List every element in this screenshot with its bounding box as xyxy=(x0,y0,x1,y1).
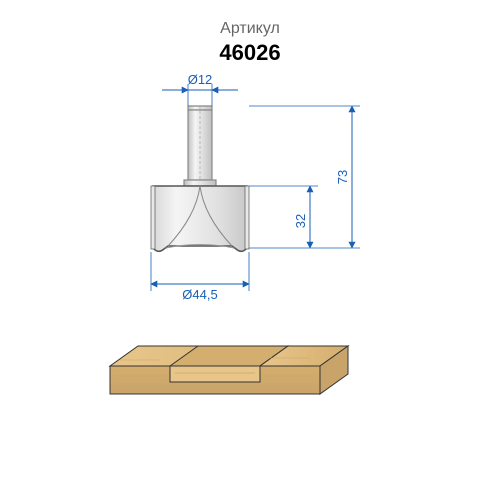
technical-drawing: Ø12 Ø44,5 32 73 xyxy=(0,66,500,486)
dim-cutter-height-value: 32 xyxy=(293,214,308,228)
wood-block xyxy=(110,346,348,394)
article-label: Артикул xyxy=(0,20,500,38)
dim-shank-diameter-value: Ø12 xyxy=(188,72,213,87)
dim-cutter-diameter-value: Ø44,5 xyxy=(182,287,217,302)
header: Артикул 46026 xyxy=(0,0,500,66)
shank xyxy=(188,106,212,180)
dim-cutter-diameter: Ø44,5 xyxy=(151,252,249,302)
cutter-body xyxy=(151,180,249,251)
dim-total-height-value: 73 xyxy=(335,170,350,184)
dim-total-height: 73 xyxy=(335,106,352,248)
dim-cutter-height: 32 xyxy=(293,186,310,248)
article-number: 46026 xyxy=(0,40,500,66)
dim-shank-diameter: Ø12 xyxy=(162,72,238,106)
